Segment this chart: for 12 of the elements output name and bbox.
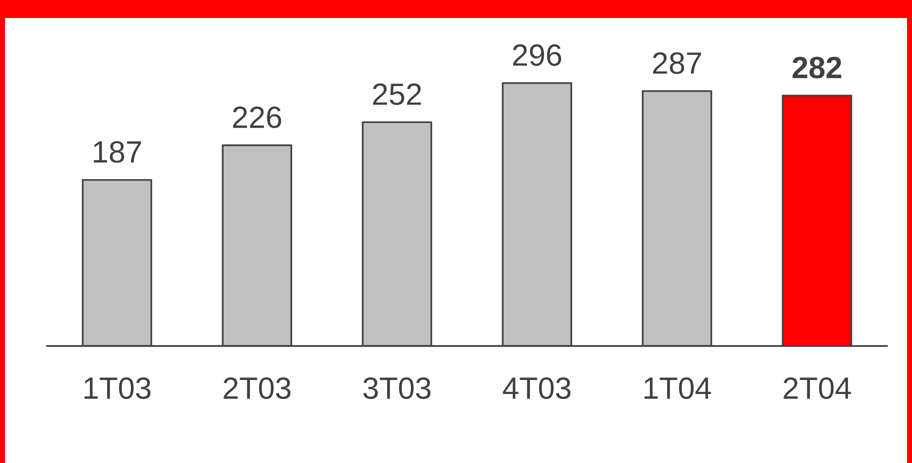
data-label: 282	[792, 56, 842, 78]
data-label: 287	[653, 52, 701, 74]
data-label: 187	[94, 141, 141, 163]
x-tick-label: 1T03	[84, 377, 150, 399]
data-label: 296	[513, 44, 562, 66]
x-tick-label: 4T03	[502, 377, 570, 399]
data-label: 252	[373, 83, 421, 106]
x-tick-label: 1T04	[644, 377, 711, 399]
x-tick-label: 3T03	[363, 377, 430, 399]
x-tick-label: 2T04	[784, 377, 851, 399]
x-tick-label: 2T03	[224, 377, 290, 399]
data-label: 226	[233, 106, 282, 128]
